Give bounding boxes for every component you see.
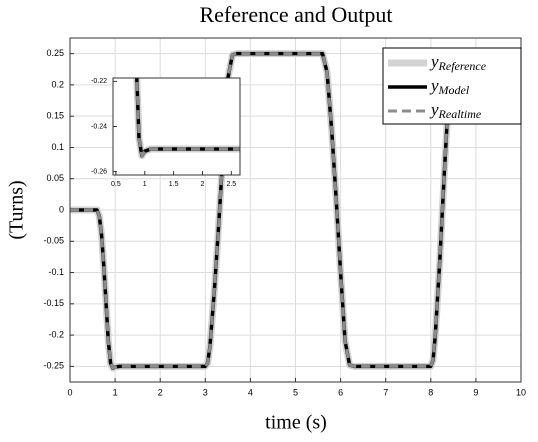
inset-frame: [112, 77, 241, 176]
y-tick-label: -0.24: [91, 123, 107, 130]
y-tick-label: 0: [59, 204, 64, 214]
legend-label: yModel: [429, 76, 470, 97]
legend-label: yRealtime: [429, 100, 482, 121]
x-tick-label: 6: [338, 387, 343, 397]
x-tick-label: 2.5: [226, 181, 236, 188]
y-tick-label: -0.22: [91, 78, 107, 85]
y-tick-label: -0.1: [48, 267, 64, 277]
legend-label: yReference: [429, 52, 487, 73]
x-tick-label: 8: [428, 387, 433, 397]
x-tick-label: 7: [383, 387, 388, 397]
x-tick-label: 2: [201, 181, 205, 188]
x-tick-label: 1.5: [169, 181, 179, 188]
chart-title: Reference and Output: [199, 2, 392, 27]
y-tick-label: -0.15: [43, 298, 64, 308]
y-tick-label: -0.2: [48, 329, 64, 339]
x-tick-label: 3: [203, 387, 208, 397]
x-tick-label: 4: [248, 387, 253, 397]
y-tick-label: 0.2: [51, 79, 64, 89]
x-tick-label: 5: [293, 387, 298, 397]
x-axis-label: time (s): [265, 412, 327, 434]
x-tick-label: 2: [158, 387, 163, 397]
y-tick-label: 0.1: [51, 142, 64, 152]
y-tick-label: -0.25: [43, 361, 64, 371]
axes-frame: [69, 37, 522, 383]
y-tick-label: -0.05: [43, 236, 64, 246]
plot-area: [113, 78, 240, 175]
x-tick-label: 9: [473, 387, 478, 397]
y-tick-label: -0.26: [91, 168, 107, 175]
x-tick-label: 0.5: [111, 181, 121, 188]
y-tick-label: 0.05: [46, 173, 64, 183]
y-tick-label: 0.15: [46, 111, 64, 121]
x-tick-label: 1: [143, 181, 147, 188]
x-tick-label: 10: [516, 387, 526, 397]
y-axis-label: (Turns): [6, 180, 28, 239]
line-series: [70, 52, 521, 370]
y-tick-label: 0.25: [46, 48, 64, 58]
x-tick-label: 1: [113, 387, 118, 397]
x-tick-label: 0: [67, 387, 72, 397]
